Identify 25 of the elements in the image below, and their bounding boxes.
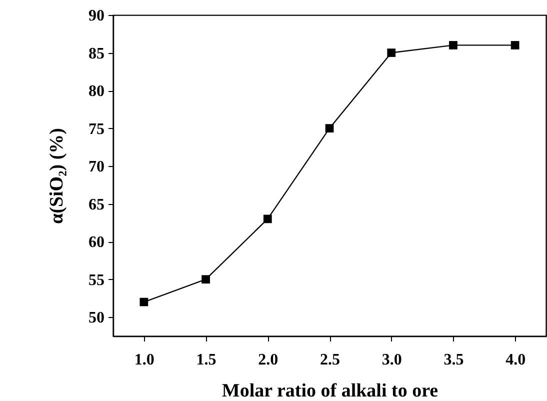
point	[263, 214, 272, 224]
x-tick-label: 4.0	[506, 352, 526, 368]
y-tick-label: 55	[88, 272, 104, 289]
y-tick-label: 70	[88, 158, 104, 176]
y-tick-label: 75	[88, 120, 104, 138]
x-tick-label: 3.5	[444, 352, 464, 368]
point	[202, 275, 210, 284]
x-tick-label: 3.0	[382, 352, 402, 368]
point	[510, 41, 520, 50]
y-tick-label: 80	[88, 83, 104, 100]
y-tick-label: 85	[88, 45, 104, 62]
y-tick-label: 60	[88, 234, 104, 252]
x-tick-label: 1.5	[196, 352, 216, 368]
x-tick-label: 2.5	[320, 352, 340, 368]
point	[387, 48, 396, 57]
y-tick-label: 50	[88, 310, 104, 327]
point	[449, 41, 458, 50]
y-tick-label: 90	[88, 8, 104, 24]
y-tick-label: 65	[88, 196, 104, 214]
y-axis-title: α(SiO₂) (%)	[46, 128, 68, 224]
x-tick-label: 1.0	[134, 352, 154, 368]
x-tick-label: 2.0	[258, 352, 278, 368]
point	[140, 298, 148, 306]
x-axis-title: Molar ratio of alkali to ore	[222, 380, 438, 401]
point	[325, 124, 334, 132]
